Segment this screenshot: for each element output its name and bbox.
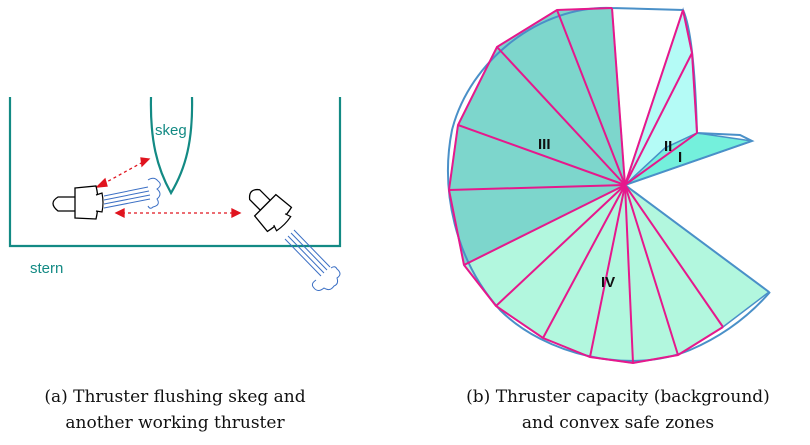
zone-label-III: III: [538, 136, 551, 153]
flow-jet-left: [103, 177, 161, 209]
skeg-shape: [149, 96, 194, 196]
panel-b: III II I IV (b) Thruster capacity (backg…: [447, 6, 771, 433]
zone-label-II: II: [664, 138, 672, 155]
stern-label: stern: [30, 260, 63, 277]
thruster-left-body: [52, 196, 77, 212]
hull-outline: [8, 97, 342, 248]
caption-b-line2: and convex safe zones: [522, 413, 714, 433]
caption-a-line2: another working thruster: [65, 413, 285, 433]
caption-a-line1: (a) Thruster flushing skeg and: [44, 387, 305, 407]
zone-label-IV: IV: [601, 274, 615, 291]
thruster-right: [248, 188, 293, 233]
interaction-arrow-skeg: [95, 157, 151, 188]
skeg-label: skeg: [155, 122, 187, 139]
safe-zone-rays: [447, 7, 724, 365]
thruster-left: [52, 185, 104, 220]
zone-label-I: I: [678, 149, 682, 166]
interaction-arrow-thrusters: [114, 207, 242, 219]
panel-a: skeg stern: [8, 96, 342, 433]
caption-b-line1: (b) Thruster capacity (background): [466, 387, 770, 407]
flow-jet-right: [284, 229, 341, 291]
